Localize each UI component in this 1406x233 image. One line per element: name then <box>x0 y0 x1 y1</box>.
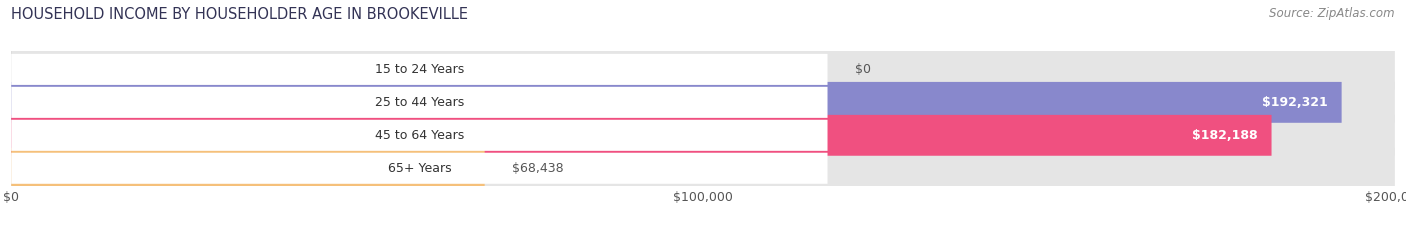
FancyBboxPatch shape <box>11 82 1395 123</box>
FancyBboxPatch shape <box>11 49 1395 90</box>
FancyBboxPatch shape <box>11 87 828 118</box>
Text: 25 to 44 Years: 25 to 44 Years <box>375 96 464 109</box>
FancyBboxPatch shape <box>11 115 1271 156</box>
FancyBboxPatch shape <box>11 148 485 189</box>
Text: $0: $0 <box>855 63 872 76</box>
FancyBboxPatch shape <box>11 148 1395 189</box>
FancyBboxPatch shape <box>11 82 1341 123</box>
FancyBboxPatch shape <box>11 120 828 151</box>
FancyBboxPatch shape <box>11 115 1395 156</box>
Text: 65+ Years: 65+ Years <box>388 162 451 175</box>
Text: $68,438: $68,438 <box>512 162 564 175</box>
Text: $182,188: $182,188 <box>1192 129 1258 142</box>
FancyBboxPatch shape <box>11 54 828 85</box>
Text: HOUSEHOLD INCOME BY HOUSEHOLDER AGE IN BROOKEVILLE: HOUSEHOLD INCOME BY HOUSEHOLDER AGE IN B… <box>11 7 468 22</box>
Text: 15 to 24 Years: 15 to 24 Years <box>375 63 464 76</box>
Text: $192,321: $192,321 <box>1263 96 1327 109</box>
Text: Source: ZipAtlas.com: Source: ZipAtlas.com <box>1270 7 1395 20</box>
FancyBboxPatch shape <box>11 153 828 184</box>
Text: 45 to 64 Years: 45 to 64 Years <box>375 129 464 142</box>
